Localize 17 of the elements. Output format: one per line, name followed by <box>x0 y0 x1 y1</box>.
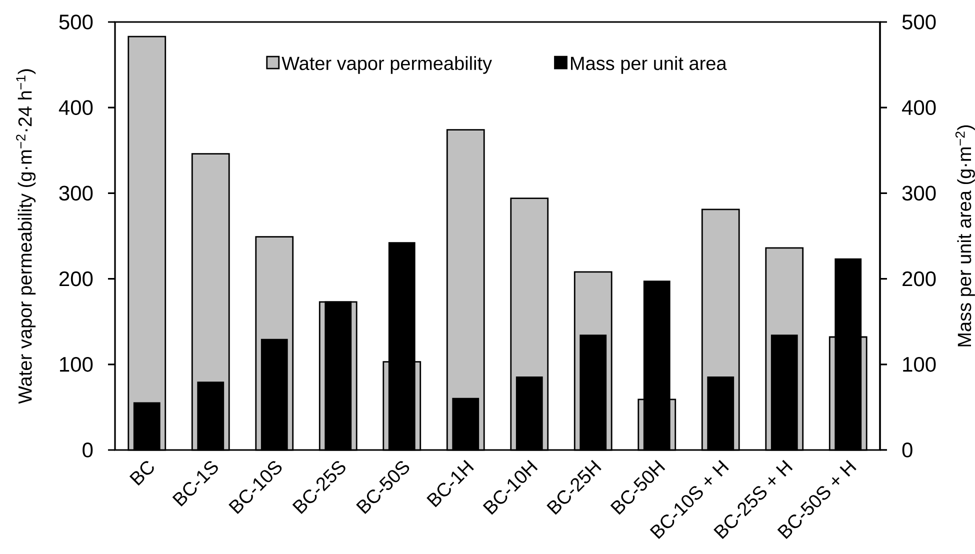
legend-label: Mass per unit area <box>571 56 727 74</box>
y2-tick-label: 100 <box>903 356 936 372</box>
y-tick-label: 0 <box>82 442 93 458</box>
y-tick-label: 500 <box>59 14 93 30</box>
y-axis-title: Water vapor permeability (g·m$^{−2}$·24 h$^{−1}$) <box>16 69 36 404</box>
y2-tick-label: 0 <box>902 442 912 458</box>
y-tick-label: 400 <box>58 100 93 116</box>
x-tick-label: BC <box>129 461 154 486</box>
y-tick-label: 300 <box>59 186 93 201</box>
y-tick-label: 200 <box>59 271 93 286</box>
y-tick-label: 100 <box>60 356 93 372</box>
y2-tick-label: 400 <box>902 100 936 116</box>
legend-label: Water vapor permeability <box>282 56 492 74</box>
y2-tick-label: 300 <box>902 186 936 201</box>
y2-tick-label: 200 <box>902 271 936 286</box>
y2-axis-title: Mass per unit area (g·m$^{−2}$) <box>955 125 975 346</box>
y2-tick-label: 500 <box>902 14 936 30</box>
